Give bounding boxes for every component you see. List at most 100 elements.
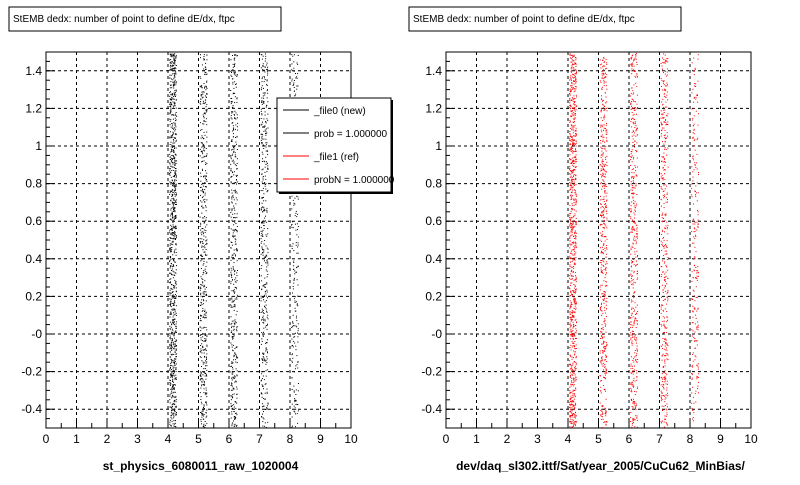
scatter-point bbox=[632, 360, 633, 361]
scatter-point bbox=[231, 103, 232, 104]
scatter-point bbox=[233, 266, 234, 267]
scatter-point bbox=[572, 228, 573, 229]
scatter-point bbox=[206, 376, 207, 377]
scatter-point bbox=[572, 347, 573, 348]
scatter-point bbox=[234, 208, 235, 209]
scatter-point bbox=[202, 190, 203, 191]
scatter-point bbox=[231, 197, 232, 198]
scatter-point bbox=[232, 69, 233, 70]
scatter-point bbox=[664, 396, 665, 397]
scatter-point bbox=[295, 296, 296, 297]
scatter-point bbox=[636, 353, 637, 354]
scatter-point bbox=[297, 303, 298, 304]
scatter-point bbox=[636, 53, 637, 54]
scatter-point bbox=[601, 108, 602, 109]
scatter-point bbox=[261, 113, 262, 114]
scatter-point bbox=[570, 91, 571, 92]
scatter-point bbox=[661, 304, 662, 305]
scatter-point bbox=[294, 71, 295, 72]
scatter-point bbox=[292, 353, 293, 354]
scatter-point bbox=[292, 426, 293, 427]
scatter-point bbox=[173, 259, 174, 260]
scatter-point bbox=[574, 238, 575, 239]
scatter-point bbox=[570, 285, 571, 286]
scatter-point bbox=[174, 94, 175, 95]
scatter-point bbox=[602, 338, 603, 339]
scatter-point bbox=[574, 205, 575, 206]
scatter-point bbox=[607, 220, 608, 221]
scatter-point bbox=[570, 407, 571, 408]
scatter-point bbox=[201, 213, 202, 214]
scatter-point bbox=[602, 427, 603, 428]
scatter-point bbox=[266, 267, 267, 268]
scatter-point bbox=[570, 325, 571, 326]
scatter-point bbox=[175, 311, 176, 312]
scatter-point bbox=[262, 207, 263, 208]
scatter-point bbox=[200, 99, 201, 100]
scatter-point bbox=[175, 341, 176, 342]
scatter-point bbox=[631, 391, 632, 392]
scatter-point bbox=[206, 396, 207, 397]
scatter-point bbox=[232, 326, 233, 327]
scatter-point bbox=[173, 294, 174, 295]
scatter-point bbox=[294, 270, 295, 271]
scatter-point bbox=[634, 403, 635, 404]
scatter-point bbox=[633, 122, 634, 123]
scatter-point bbox=[200, 327, 201, 328]
scatter-point bbox=[201, 206, 202, 207]
scatter-point bbox=[204, 388, 205, 389]
scatter-point bbox=[601, 68, 602, 69]
scatter-point bbox=[173, 115, 174, 116]
scatter-point bbox=[265, 216, 266, 217]
scatter-point bbox=[572, 127, 573, 128]
scatter-point bbox=[601, 117, 602, 118]
scatter-point bbox=[204, 221, 205, 222]
scatter-point bbox=[605, 355, 606, 356]
scatter-point bbox=[666, 245, 667, 246]
scatter-point bbox=[667, 292, 668, 293]
scatter-point bbox=[604, 116, 605, 117]
scatter-point bbox=[637, 107, 638, 108]
scatter-point bbox=[631, 157, 632, 158]
scatter-point bbox=[576, 218, 577, 219]
scatter-point bbox=[205, 170, 206, 171]
scatter-point bbox=[662, 217, 663, 218]
scatter-point bbox=[173, 78, 174, 79]
scatter-point bbox=[169, 399, 170, 400]
scatter-point bbox=[206, 374, 207, 375]
scatter-point bbox=[202, 274, 203, 275]
scatter-point bbox=[574, 290, 575, 291]
scatter-point bbox=[236, 287, 237, 288]
scatter-point bbox=[232, 362, 233, 363]
scatter-point bbox=[170, 131, 171, 132]
scatter-point bbox=[604, 421, 605, 422]
scatter-point bbox=[574, 393, 575, 394]
scatter-point bbox=[602, 313, 603, 314]
scatter-point bbox=[205, 376, 206, 377]
scatter-point bbox=[601, 409, 602, 410]
scatter-point bbox=[202, 311, 203, 312]
scatter-point bbox=[570, 368, 571, 369]
scatter-point bbox=[173, 417, 174, 418]
scatter-point bbox=[600, 207, 601, 208]
scatter-point bbox=[570, 384, 571, 385]
scatter-point bbox=[293, 341, 294, 342]
scatter-point bbox=[664, 317, 665, 318]
scatter-point bbox=[204, 189, 205, 190]
scatter-point bbox=[661, 326, 662, 327]
scatter-point bbox=[232, 386, 233, 387]
scatter-point bbox=[174, 161, 175, 162]
scatter-point bbox=[206, 163, 207, 164]
scatter-point bbox=[206, 417, 207, 418]
scatter-point bbox=[296, 234, 297, 235]
scatter-point bbox=[666, 202, 667, 203]
scatter-point bbox=[232, 337, 233, 338]
scatter-point bbox=[576, 66, 577, 67]
scatter-point bbox=[574, 259, 575, 260]
scatter-point bbox=[262, 286, 263, 287]
scatter-point bbox=[200, 242, 201, 243]
scatter-point bbox=[637, 271, 638, 272]
scatter-point bbox=[173, 119, 174, 120]
scatter-point bbox=[571, 374, 572, 375]
scatter-point bbox=[607, 344, 608, 345]
